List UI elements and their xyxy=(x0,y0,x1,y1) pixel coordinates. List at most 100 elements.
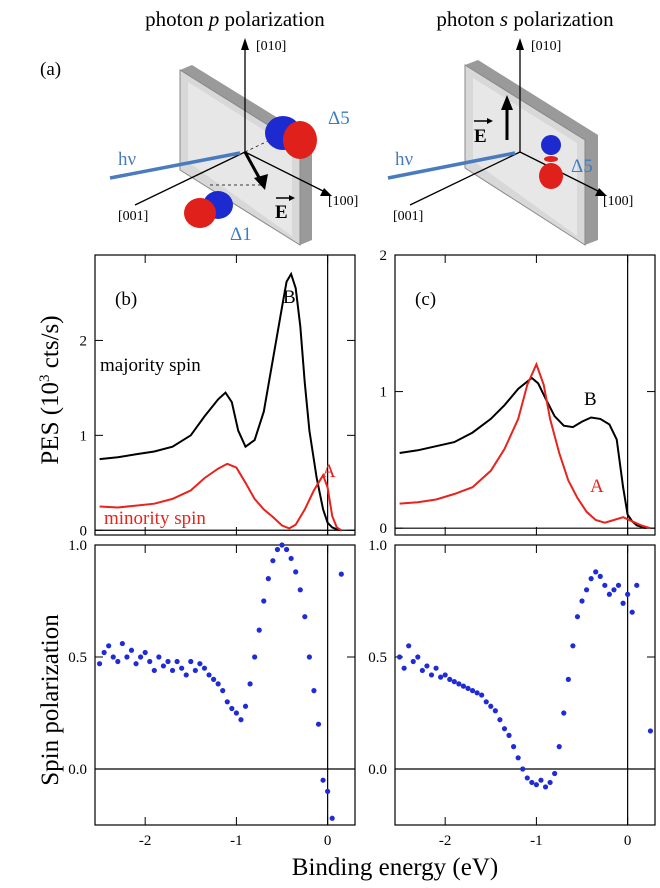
plot-frame xyxy=(94,544,356,826)
spin-data-point xyxy=(124,654,130,660)
spin-y-axis-label: Spin polarization xyxy=(37,614,64,786)
plot-c: 0 1 2 xyxy=(380,248,656,537)
y-tick-label: 0.0 xyxy=(368,762,387,778)
spin-data-point xyxy=(469,688,476,694)
left-column-title: photon p polarization xyxy=(145,7,325,31)
delta1-label-p: Δ1 xyxy=(230,224,252,245)
spin-data-point xyxy=(210,676,217,683)
y-tick-label: 0.0 xyxy=(68,762,87,778)
spin-data-point xyxy=(396,654,403,660)
spin-data-point xyxy=(465,685,471,691)
spin-data-point xyxy=(634,582,640,588)
x-tick-label: 0 xyxy=(324,833,332,849)
plot-c-spin: -2 -1 0 0.0 0.5 1.0 xyxy=(368,538,656,849)
spin-data-point xyxy=(329,815,335,821)
panel-label-a: (a) xyxy=(40,59,61,80)
minority-spin-label: minority spin xyxy=(104,508,206,529)
spin-data-point xyxy=(293,569,299,575)
spin-data-point xyxy=(515,755,521,761)
spin-data-point xyxy=(174,658,180,665)
spin-data-point xyxy=(588,576,594,582)
spin-data-point xyxy=(406,643,412,649)
x-tick-label: -2 xyxy=(439,833,452,849)
spin-data-point xyxy=(501,726,508,732)
spin-data-point xyxy=(451,679,457,685)
spin-data-point xyxy=(165,658,171,665)
spin-data-point xyxy=(625,591,631,597)
spin-data-point xyxy=(520,766,526,772)
spin-data-point xyxy=(96,661,103,667)
e-field-label-p: E xyxy=(275,202,288,223)
spin-data-point xyxy=(447,676,453,683)
y-tick-label: 1 xyxy=(80,428,88,444)
photon-beam-p xyxy=(109,151,241,180)
spin-data-point xyxy=(224,699,230,705)
spin-data-point xyxy=(602,582,608,588)
spin-data-point xyxy=(524,775,530,781)
axis-label-001: [001] xyxy=(118,209,148,224)
peak-A-label-c: A xyxy=(590,476,604,497)
pes-y-axis-label: PES (103 cts/s) xyxy=(37,315,64,464)
spin-data-point xyxy=(401,665,407,671)
spin-data-point xyxy=(128,647,135,653)
spin-data-point xyxy=(506,732,512,739)
spin-data-point xyxy=(270,558,276,564)
spin-data-point xyxy=(252,654,258,660)
spin-data-point xyxy=(597,573,603,579)
spin-data-point xyxy=(410,658,416,665)
spin-data-point xyxy=(242,703,249,709)
spin-data-point xyxy=(479,692,485,698)
peak-B-label-b: B xyxy=(283,287,296,308)
spin-data-point xyxy=(542,784,549,790)
spin-data-point xyxy=(529,779,535,786)
spin-data-point xyxy=(115,658,121,665)
spin-data-point xyxy=(647,728,654,734)
hv-label-s: hν xyxy=(395,149,414,170)
peak-B-label-c: B xyxy=(584,389,597,410)
spin-data-point xyxy=(206,672,212,678)
hv-label-p: hν xyxy=(118,149,137,170)
majority-spin-label: majority spin xyxy=(100,355,201,376)
spin-data-point xyxy=(279,542,285,548)
spin-data-point xyxy=(183,672,189,678)
series-minority-spin xyxy=(399,361,651,530)
spin-data-point xyxy=(533,782,540,788)
spin-data-point xyxy=(460,683,467,689)
spin-data-point xyxy=(488,703,494,709)
spin-data-point xyxy=(160,663,167,669)
right-column-title: photon s polarization xyxy=(436,7,614,31)
spin-data-point xyxy=(570,643,576,649)
axis-label-100: [100] xyxy=(328,194,358,209)
axis-001-line-s xyxy=(409,151,521,206)
e-field-label-s: E xyxy=(474,126,487,147)
x-tick-label: -1 xyxy=(530,833,543,849)
orbital-delta1-p xyxy=(184,191,233,228)
y-tick-label: 0 xyxy=(380,521,388,537)
spin-data-point xyxy=(497,717,503,723)
spin-data-point xyxy=(151,667,157,674)
plot-frame xyxy=(394,544,656,826)
spin-data-point xyxy=(192,667,198,674)
spin-data-point xyxy=(556,744,562,750)
spin-data-point xyxy=(574,614,581,620)
y-tick-label: 1.0 xyxy=(68,538,87,554)
spin-data-point xyxy=(474,690,480,696)
spin-data-point xyxy=(215,681,221,687)
spin-data-point xyxy=(579,598,585,604)
spin-data-point xyxy=(428,672,435,678)
diagram-s-polarization: [010] [100] [001] hν E Δ5 xyxy=(387,38,633,246)
spin-data-point xyxy=(261,598,267,604)
spin-data-point xyxy=(274,546,281,553)
spin-data-point xyxy=(419,667,425,674)
spin-data-point xyxy=(593,569,599,575)
spin-data-point xyxy=(256,627,262,633)
spin-data-point xyxy=(288,555,294,562)
axis-label-010-s: [010] xyxy=(531,39,561,54)
spin-data-point xyxy=(538,777,544,783)
x-tick-label: -2 xyxy=(139,833,152,849)
y-tick-label: 0.5 xyxy=(368,650,387,666)
spin-data-point xyxy=(297,587,303,593)
spin-data-point xyxy=(565,676,571,683)
spin-data-point xyxy=(110,654,116,660)
